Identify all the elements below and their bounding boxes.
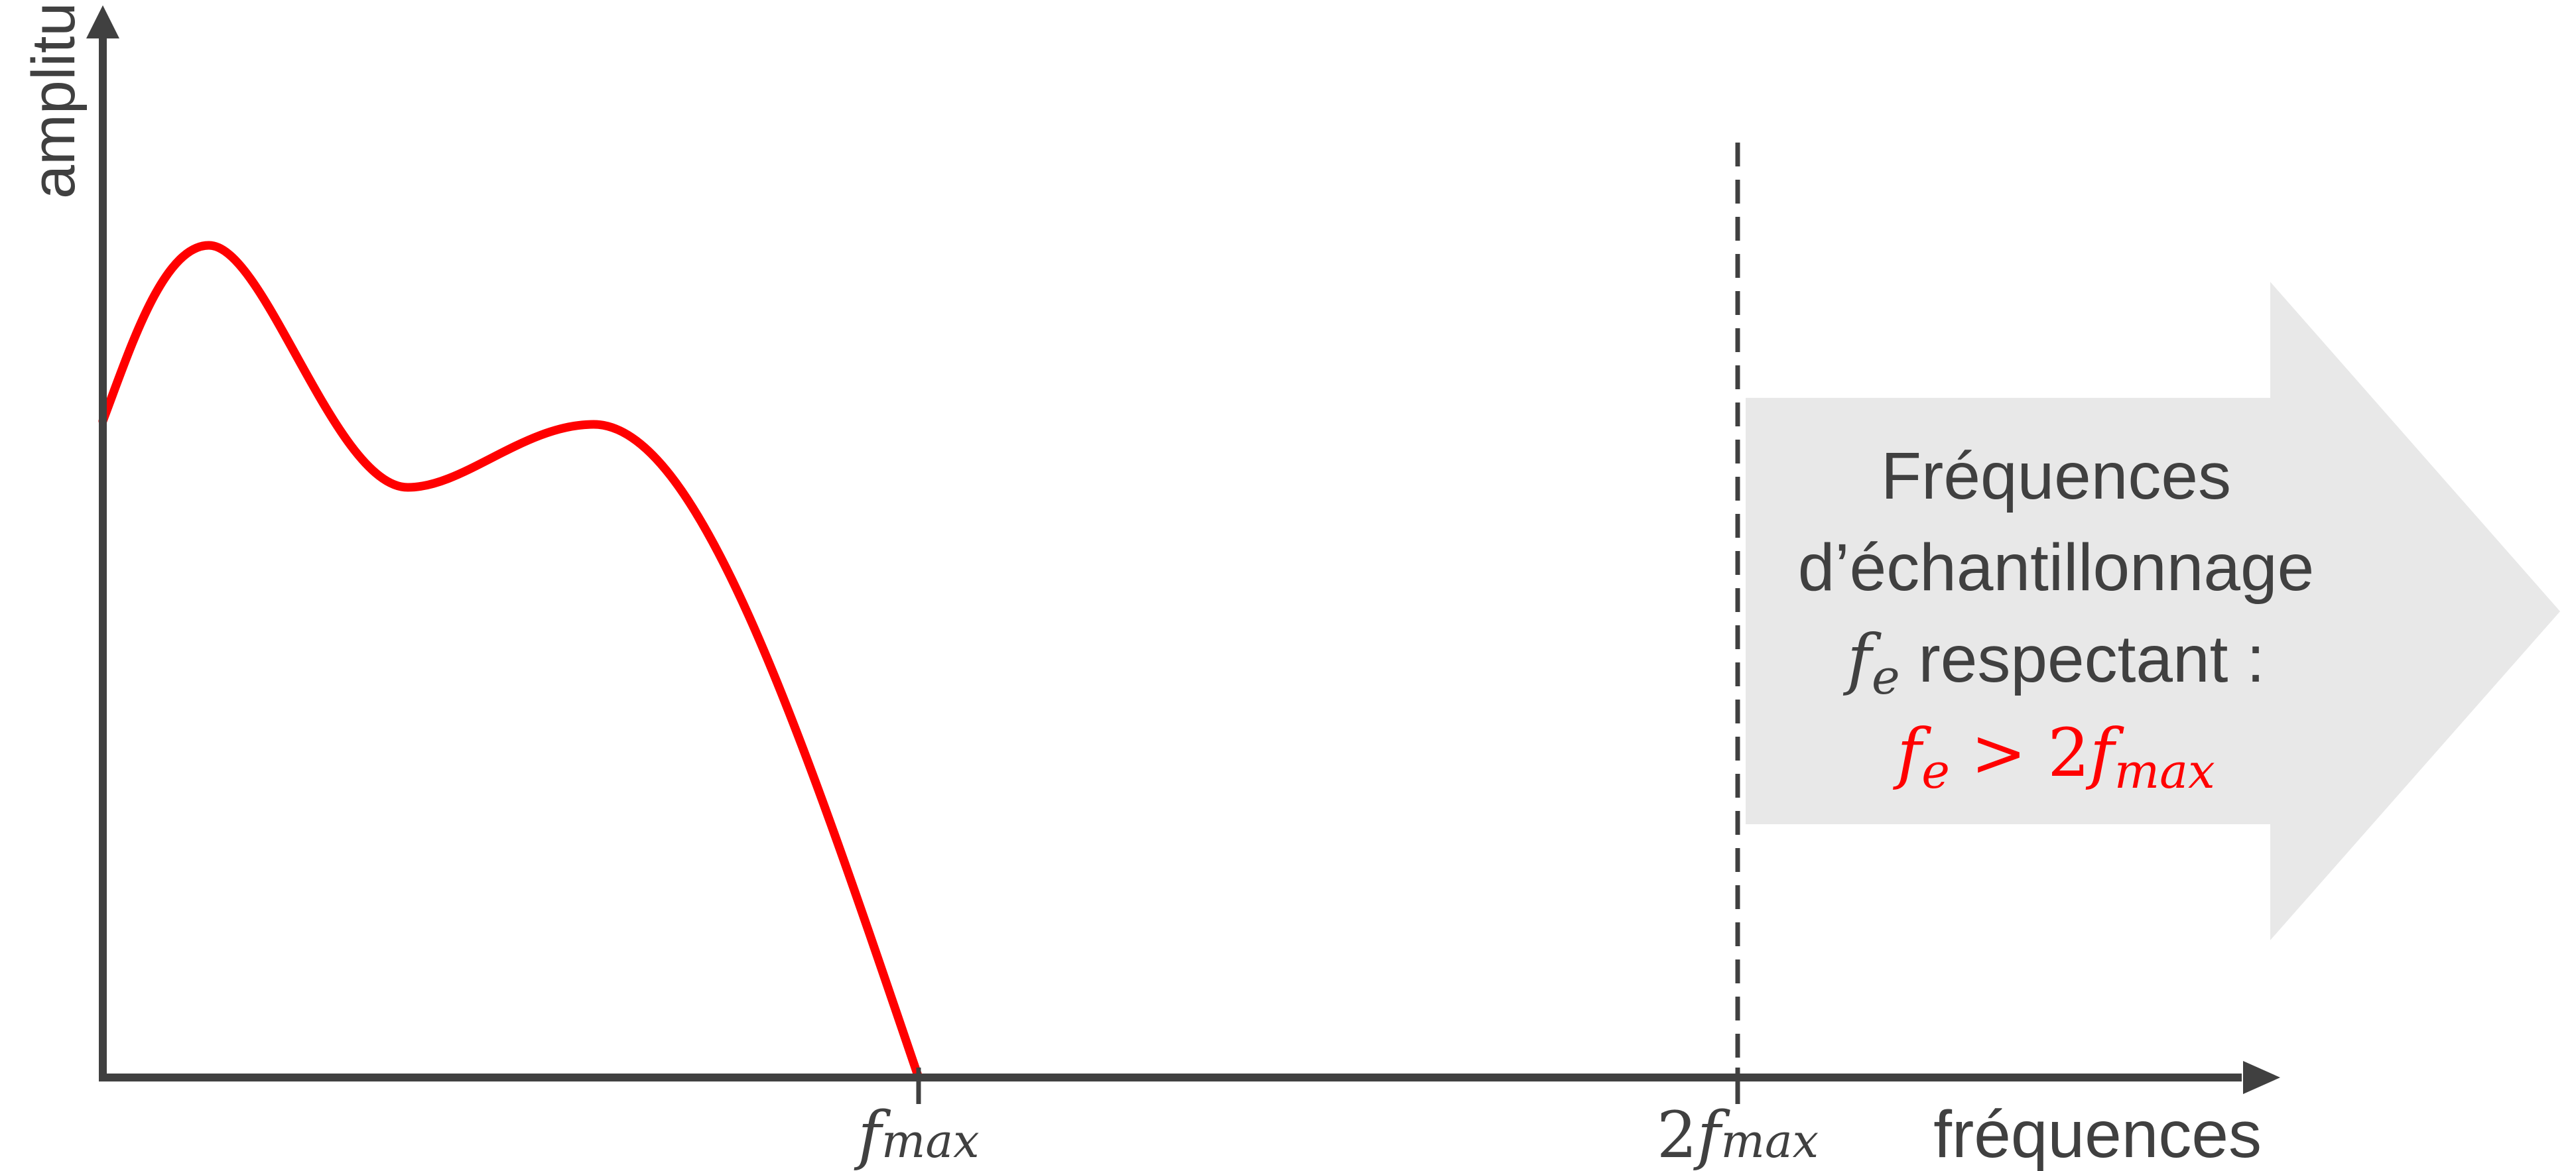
arrow-text-line1: Fréquences bbox=[1881, 439, 2231, 513]
respectant-text: respectant : bbox=[1900, 622, 2265, 696]
fmax-label-sub: max bbox=[881, 1114, 980, 1168]
spectrum-curve bbox=[98, 241, 923, 1082]
y-axis-label: amplitudes bbox=[20, 0, 88, 199]
nyquist-condition: fe > 2fmax bbox=[1892, 714, 2215, 799]
arrow-text-line3: fe respectant : bbox=[1842, 620, 2265, 705]
two-fmax-label-sub: max bbox=[1721, 1114, 1819, 1168]
fe-symbol-sub: e bbox=[1872, 649, 1900, 705]
sampling-frequencies-arrow bbox=[1746, 282, 2560, 940]
two-fmax-label: 2fmax bbox=[1657, 1098, 1819, 1171]
fmax-label: fmax bbox=[854, 1098, 979, 1171]
x-axis-label: fréquences bbox=[1933, 1097, 2262, 1171]
condition-sub: e bbox=[1921, 743, 1950, 799]
condition-sub2: max bbox=[2114, 743, 2215, 799]
two-fmax-label-coef: 2 bbox=[1657, 1098, 1697, 1171]
arrow-text-line2: d’échantillonnage bbox=[1798, 530, 2314, 605]
y-axis-arrowhead bbox=[86, 5, 119, 38]
x-axis-arrowhead bbox=[2243, 1061, 2280, 1094]
condition-op: > 2 bbox=[1950, 714, 2090, 792]
